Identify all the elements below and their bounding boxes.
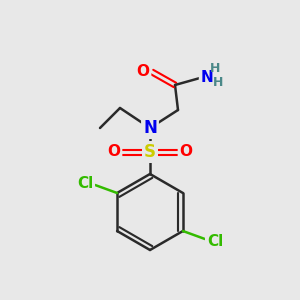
- Text: H: H: [213, 76, 223, 88]
- Text: O: O: [107, 145, 121, 160]
- Text: O: O: [179, 145, 193, 160]
- Text: N: N: [201, 70, 213, 86]
- Text: Cl: Cl: [77, 176, 93, 190]
- Text: O: O: [136, 64, 149, 79]
- Text: N: N: [143, 119, 157, 137]
- Text: H: H: [210, 61, 220, 74]
- Text: Cl: Cl: [207, 233, 223, 248]
- Text: S: S: [144, 143, 156, 161]
